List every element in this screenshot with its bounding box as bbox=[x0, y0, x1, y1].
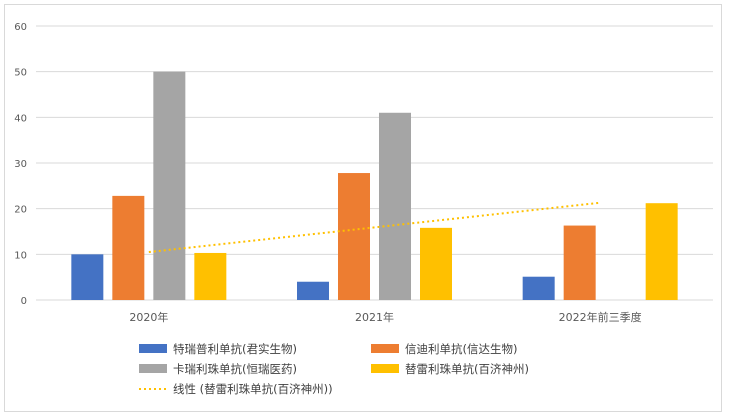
bar bbox=[522, 276, 555, 300]
bar bbox=[71, 254, 104, 300]
x-tick-label: 2021年 bbox=[355, 310, 394, 324]
trendline bbox=[148, 201, 601, 254]
y-tick-label: 60 bbox=[14, 22, 27, 33]
bar bbox=[379, 112, 411, 301]
x-tick-label: 2022年前三季度 bbox=[559, 310, 642, 324]
legend-label: 特瑞普利单抗(君实生物) bbox=[173, 342, 297, 356]
legend-label: 卡瑞利珠单抗(恒瑞医药) bbox=[173, 362, 297, 376]
bar bbox=[153, 71, 186, 301]
legend-swatch bbox=[139, 364, 167, 373]
y-axis-ticks: 0 10 20 30 40 50 60 bbox=[14, 22, 27, 307]
x-tick-label: 2020年 bbox=[129, 310, 168, 324]
bar bbox=[297, 281, 329, 300]
legend-label: 替雷利珠单抗(百济神州) bbox=[405, 362, 529, 376]
legend: 特瑞普利单抗(君实生物) 信迪利单抗(信达生物) 卡瑞利珠单抗(恒瑞医药) 替雷利珠单… bbox=[139, 342, 529, 396]
legend-label: 线性 (替雷利珠单抗(百济神州)) bbox=[173, 382, 333, 396]
y-tick-label: 10 bbox=[14, 250, 27, 261]
legend-swatch bbox=[139, 344, 167, 353]
x-axis-ticks: 2020年 2021年 2022年前三季度 bbox=[129, 310, 641, 324]
grid-lines bbox=[36, 25, 713, 301]
legend-swatch bbox=[371, 364, 399, 373]
trendline-layer bbox=[148, 201, 601, 254]
legend-swatch bbox=[371, 344, 399, 353]
bar bbox=[194, 252, 227, 300]
bars bbox=[71, 71, 678, 301]
bar bbox=[338, 173, 370, 300]
bar bbox=[645, 203, 678, 300]
bar bbox=[420, 227, 452, 300]
bar-chart: 0 10 20 30 40 50 60 2020年 2021年 2022年前三季度 特瑞普利单抗… bbox=[14, 22, 713, 396]
y-tick-label: 50 bbox=[14, 68, 27, 79]
y-tick-label: 0 bbox=[21, 296, 27, 307]
bar bbox=[563, 225, 596, 300]
y-tick-label: 40 bbox=[14, 113, 27, 124]
chart-frame: 0 10 20 30 40 50 60 2020年 2021年 2022年前三季度 特瑞普利单抗… bbox=[4, 4, 722, 412]
y-tick-label: 30 bbox=[14, 159, 27, 170]
legend-label: 信迪利单抗(信达生物) bbox=[405, 342, 517, 356]
y-tick-label: 20 bbox=[14, 205, 27, 216]
bar bbox=[112, 195, 145, 300]
